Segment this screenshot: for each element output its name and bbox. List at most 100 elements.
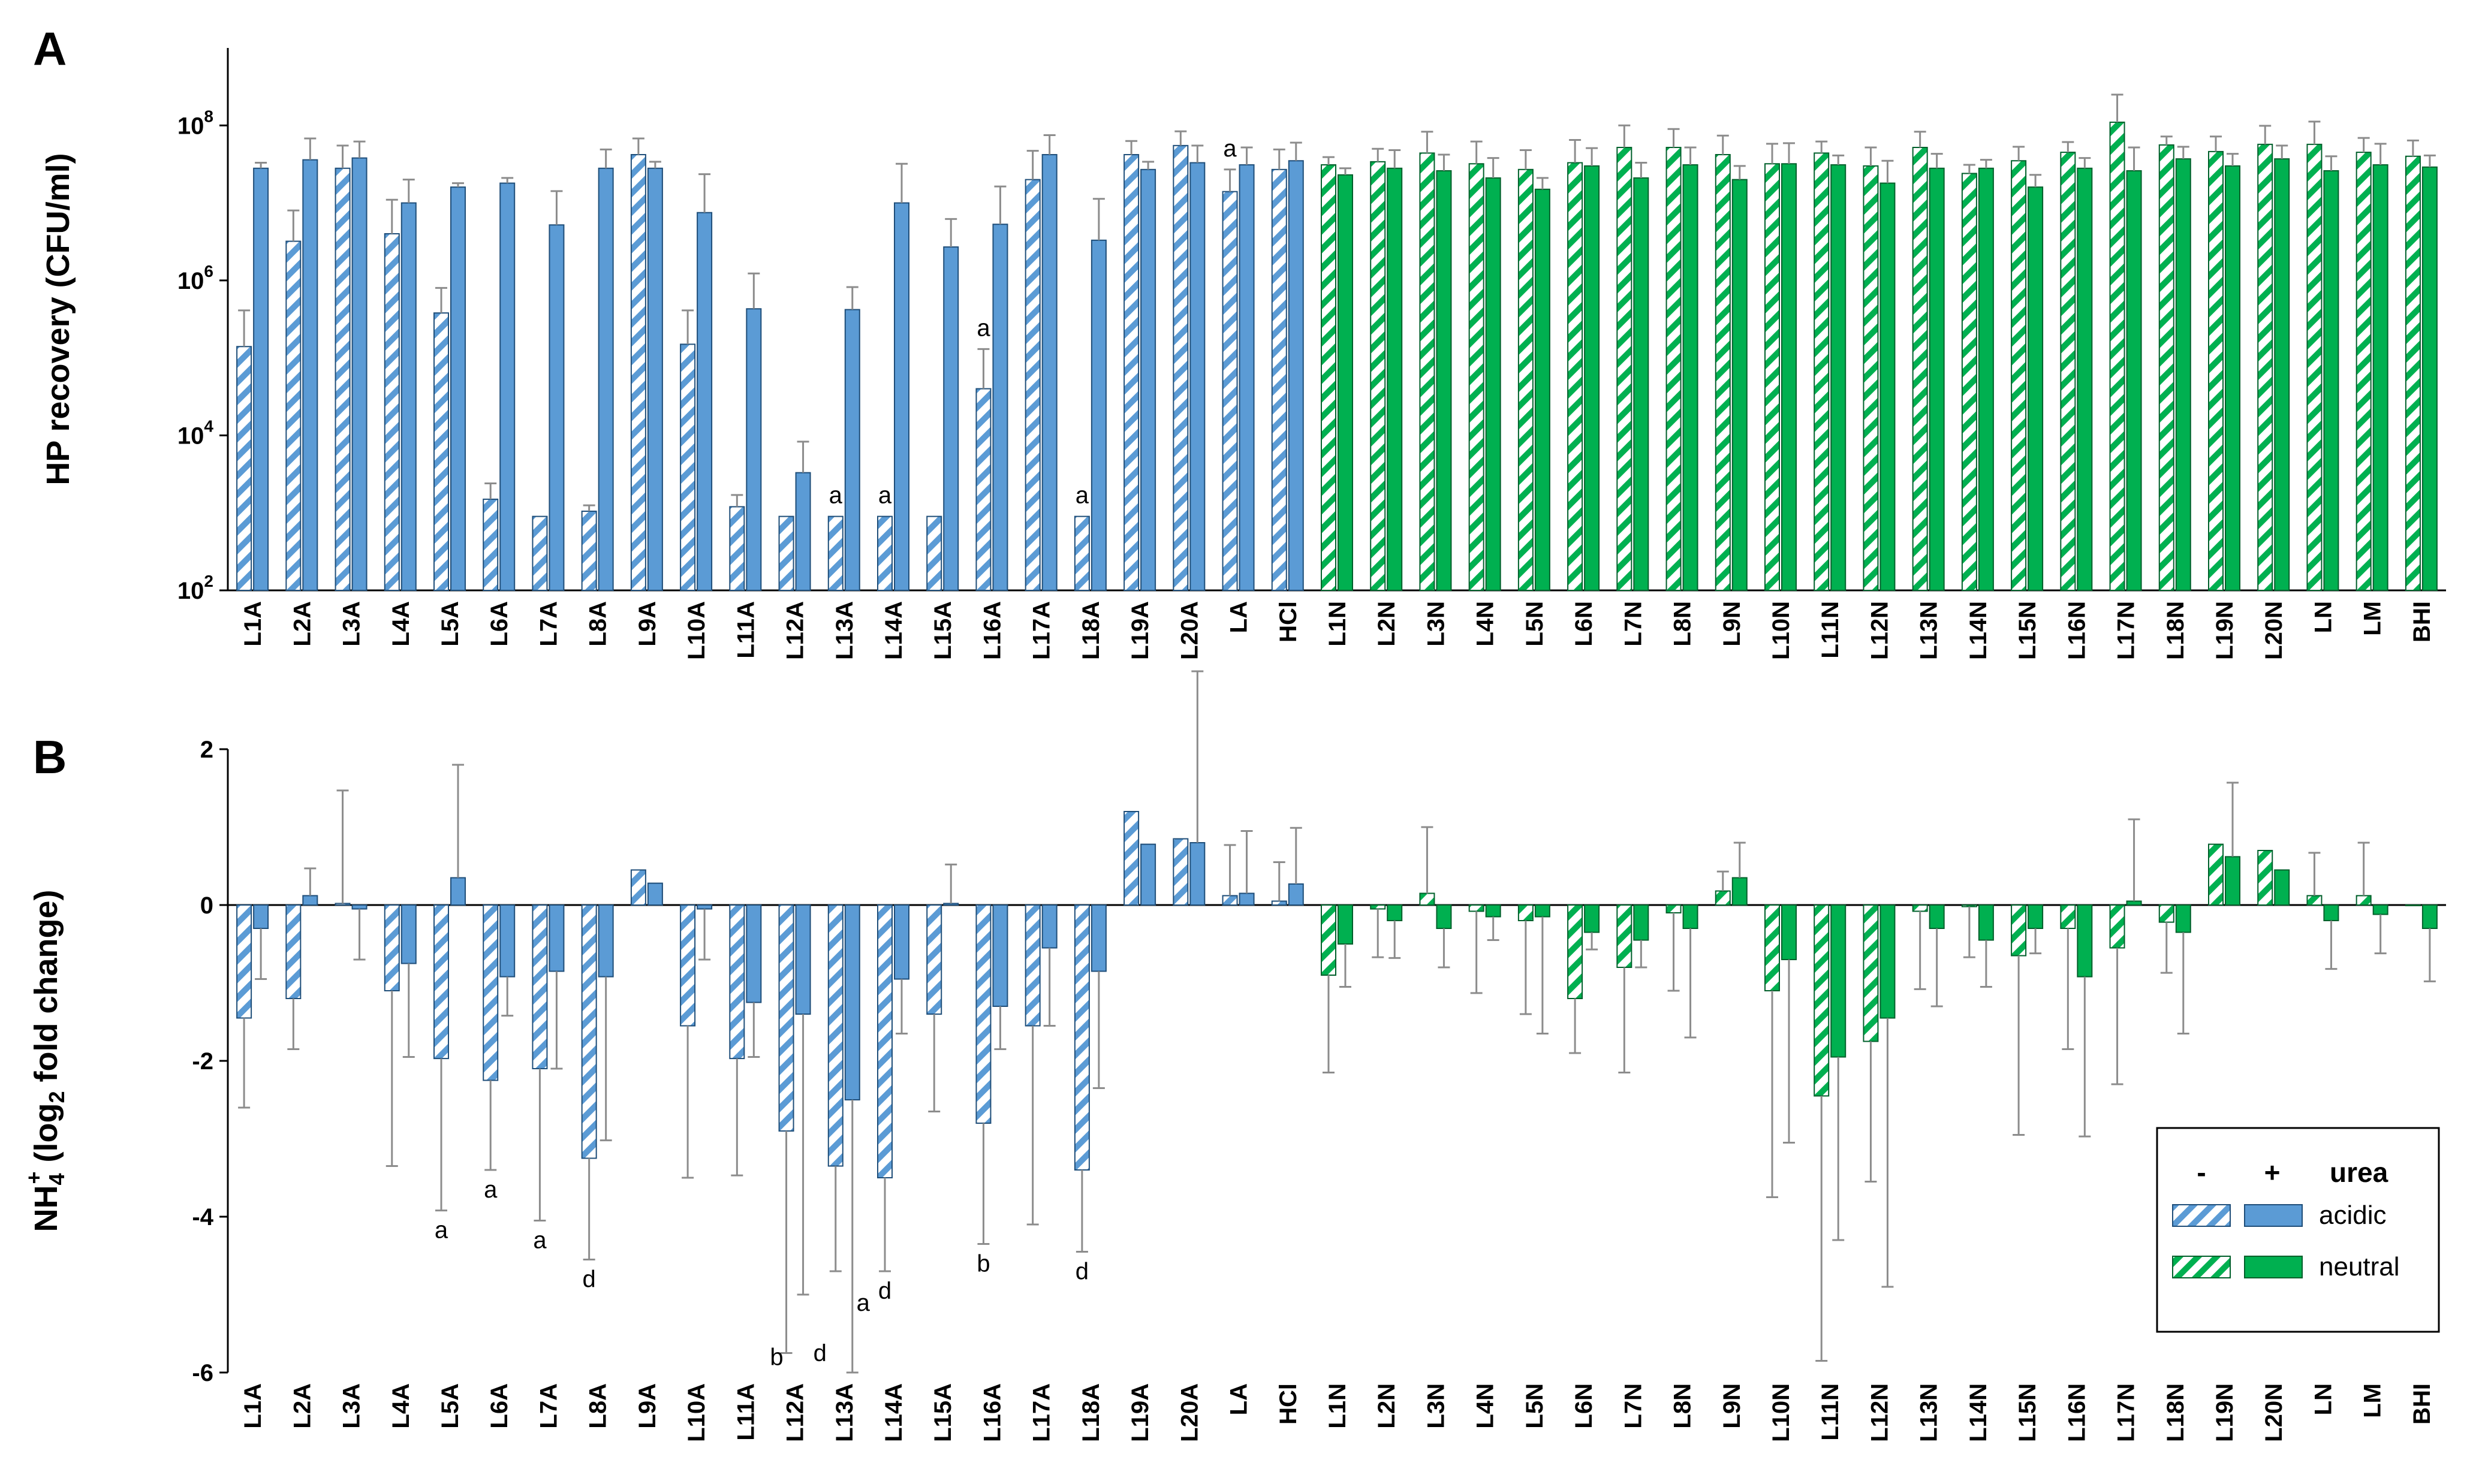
panel-a-bar-l14a-minus-urea	[877, 515, 893, 591]
panel-b-category-label-l9a: L9A	[634, 1383, 661, 1429]
panel-a-category-label-l5n: L5N	[1522, 601, 1548, 647]
panel-b-annotation-l8a: d	[583, 1266, 596, 1293]
panel-b-category-label-l4a: L4A	[388, 1383, 414, 1429]
panel-a-category-label-l12a: L12A	[782, 601, 809, 660]
panel-b-bar-l3a-plus-urea	[351, 904, 368, 910]
panel-a-category-label-l3a: L3A	[339, 601, 365, 647]
panel-a-bar-lm-minus-urea	[2356, 152, 2372, 592]
panel-a-bar-l10n-plus-urea	[1781, 163, 1797, 591]
panel-b-bar-l2n-minus-urea	[1370, 904, 1386, 910]
panel-b-category-label-l10n: L10N	[1768, 1383, 1794, 1442]
panel-a-bar-l6n-minus-urea	[1567, 162, 1583, 591]
panel-b-bar-hcl-minus-urea	[1271, 900, 1287, 906]
panel-a-bar-l6a-plus-urea	[499, 182, 516, 591]
panel-a-bar-l1n-minus-urea	[1321, 164, 1336, 591]
panel-b-category-label-l1a: L1A	[240, 1383, 266, 1429]
legend: - + urea acidic neutral	[2156, 1127, 2440, 1333]
panel-b-category-label-l16a: L16A	[979, 1383, 1005, 1442]
panel-a-category-label-l5a: L5A	[437, 601, 463, 647]
panel-a-bar-l13a-minus-urea	[827, 515, 844, 591]
panel-b-bar-l8a-minus-urea	[581, 904, 597, 1159]
legend-swatch-neutral-plus	[2244, 1256, 2303, 1278]
panel-a-bar-l9a-minus-urea	[630, 153, 646, 591]
panel-b-bar-l20a-plus-urea	[1189, 842, 1206, 906]
panel-b-bar-hcl-plus-urea	[1288, 883, 1304, 906]
panel-a-bar-l15n-minus-urea	[2011, 160, 2027, 591]
panel-b-bar-l18n-minus-urea	[2158, 904, 2174, 923]
panel-b-category-label-l6n: L6N	[1571, 1383, 1597, 1429]
panel-a-category-label-l16a: L16A	[979, 601, 1005, 660]
panel-b-bar-l5n-plus-urea	[1534, 904, 1550, 918]
panel-a-bar-lm-plus-urea	[2372, 164, 2388, 591]
panel-a-category-label-l6a: L6A	[486, 601, 513, 647]
legend-swatch-acidic-plus	[2244, 1204, 2303, 1227]
panel-b-bar-l20n-minus-urea	[2257, 850, 2273, 906]
panel-a-bar-l6n-plus-urea	[1584, 165, 1600, 591]
panel-a-bar-l10a-plus-urea	[697, 212, 713, 591]
panel-b-annotation-l13a: a	[857, 1290, 870, 1316]
panel-a-y-axis-label: HP recovery (CFU/ml)	[40, 153, 76, 485]
panel-b-bar-l12a-plus-urea	[795, 904, 811, 1015]
panel-b-bar-l1n-minus-urea	[1321, 904, 1336, 976]
legend-acidic-label: acidic	[2319, 1201, 2387, 1230]
panel-b-category-label-l9n: L9N	[1719, 1383, 1745, 1429]
panel-a-bar-l3a-minus-urea	[335, 167, 351, 592]
panel-a-bar-l9a-plus-urea	[647, 167, 663, 592]
panel-b-bar-l7n-minus-urea	[1616, 904, 1632, 968]
panel-b-category-label-l18n: L18N	[2162, 1383, 2189, 1442]
panel-a-bar-l13a-plus-urea	[844, 309, 860, 591]
panel-b-bar-l19a-plus-urea	[1140, 843, 1156, 906]
panel-b-bar-l6a-minus-urea	[483, 904, 499, 1081]
panel-a-category-label-l9n: L9N	[1719, 601, 1745, 647]
panel-b-bar-l5a-plus-urea	[450, 877, 466, 906]
panel-a-category-label-l8a: L8A	[585, 601, 612, 647]
panel-a-category-label-l17a: L17A	[1029, 601, 1055, 660]
panel-b-category-label-bhi: BHI	[2409, 1383, 2435, 1425]
panel-b-bar-l9n-plus-urea	[1731, 877, 1748, 906]
panel-a-category-label-l10n: L10N	[1768, 601, 1794, 660]
panel-b-y-axis-label: NH4+ (log2 fold change)	[22, 889, 69, 1232]
panel-b-category-label-ln: LN	[2310, 1383, 2336, 1415]
panel-b-bar-l11n-plus-urea	[1830, 904, 1847, 1058]
panel-b-bar-l15n-plus-urea	[2028, 904, 2044, 929]
panel-a-category-label-l15n: L15N	[2014, 601, 2041, 660]
panel-b-bar-l4n-minus-urea	[1468, 904, 1484, 912]
panel-b-bar-l14a-minus-urea	[877, 904, 893, 1178]
panel-b-y-tick-label: 2	[200, 737, 213, 763]
panel-b-bar-l16a-plus-urea	[992, 904, 1008, 1007]
panel-b-category-label-l13a: L13A	[832, 1383, 858, 1442]
panel-a-bar-l19a-plus-urea	[1140, 168, 1156, 591]
panel-b-bar-l11n-minus-urea	[1814, 904, 1830, 1097]
panel-a-y-tick-label: 108	[177, 107, 213, 139]
panel-b-bar-l10n-plus-urea	[1781, 904, 1797, 960]
panel-b-bar-l8a-plus-urea	[598, 904, 614, 978]
panel-a-bar-l20n-plus-urea	[2274, 158, 2290, 591]
panel-a-bar-l19n-plus-urea	[2225, 165, 2240, 591]
panel-b-bar-l5n-minus-urea	[1517, 904, 1534, 921]
panel-b-category-label-l3a: L3A	[339, 1383, 365, 1429]
panel-b-bar-l2a-plus-urea	[302, 895, 318, 906]
panel-b-bar-l1a-minus-urea	[236, 904, 252, 1019]
panel-a-category-label-l11a: L11A	[733, 601, 759, 659]
panel-b-bar-l18a-plus-urea	[1091, 904, 1107, 972]
panel-a-bar-l3n-minus-urea	[1419, 152, 1435, 591]
panel-b-category-label-l1n: L1N	[1324, 1383, 1351, 1429]
panel-a-bar-l9n-minus-urea	[1715, 153, 1731, 591]
panel-a-bar-l1a-plus-urea	[253, 167, 269, 592]
panel-a-bar-l20a-plus-urea	[1189, 162, 1206, 591]
panel-a-bar-l9n-plus-urea	[1731, 179, 1748, 592]
panel-a-bar-l8n-minus-urea	[1665, 147, 1682, 591]
panel-a-bar-l16n-plus-urea	[2077, 167, 2093, 592]
panel-b-bar-ln-minus-urea	[2306, 895, 2323, 906]
panel-a-category-label-l7a: L7A	[535, 601, 562, 647]
panel-b-category-label-l17a: L17A	[1029, 1383, 1055, 1442]
panel-b-bar-l13a-plus-urea	[844, 904, 860, 1100]
panel-a-annotation-la: a	[1223, 135, 1237, 162]
panel-b-category-label-l12n: L12N	[1866, 1383, 1893, 1442]
panel-a-category-label-l20a: L20A	[1176, 601, 1203, 660]
panel-a-y-tick-label: 104	[177, 417, 214, 449]
panel-b-bar-l7n-plus-urea	[1633, 904, 1649, 941]
panel-a-category-label-l13a: L13A	[832, 601, 858, 660]
panel-b-bar-l5a-minus-urea	[433, 904, 449, 1060]
